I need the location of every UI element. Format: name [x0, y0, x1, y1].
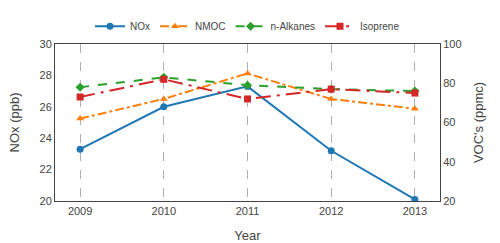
svg-text:2011: 2011	[236, 205, 260, 217]
svg-text:Year: Year	[234, 228, 261, 243]
svg-text:20: 20	[40, 195, 52, 207]
svg-text:60: 60	[443, 116, 455, 128]
svg-text:NOx: NOx	[130, 21, 150, 32]
svg-text:30: 30	[40, 38, 52, 50]
svg-text:28: 28	[40, 69, 52, 81]
svg-text:NOx (ppb): NOx (ppb)	[7, 93, 22, 153]
svg-text:2009: 2009	[68, 205, 92, 217]
svg-text:20: 20	[443, 195, 455, 207]
svg-text:40: 40	[443, 156, 455, 168]
svg-text:NMOC: NMOC	[195, 21, 226, 32]
svg-text:100: 100	[443, 38, 461, 50]
svg-text:n-Alkanes: n-Alkanes	[271, 21, 315, 32]
svg-text:80: 80	[443, 77, 455, 89]
svg-text:2013: 2013	[403, 205, 427, 217]
svg-text:26: 26	[40, 101, 52, 113]
svg-text:Isoprene: Isoprene	[360, 21, 399, 32]
svg-text:2012: 2012	[319, 205, 343, 217]
svg-text:2010: 2010	[152, 205, 176, 217]
svg-text:VOC's (ppmc): VOC's (ppmc)	[471, 82, 486, 163]
svg-text:24: 24	[40, 132, 52, 144]
svg-text:22: 22	[40, 163, 52, 175]
